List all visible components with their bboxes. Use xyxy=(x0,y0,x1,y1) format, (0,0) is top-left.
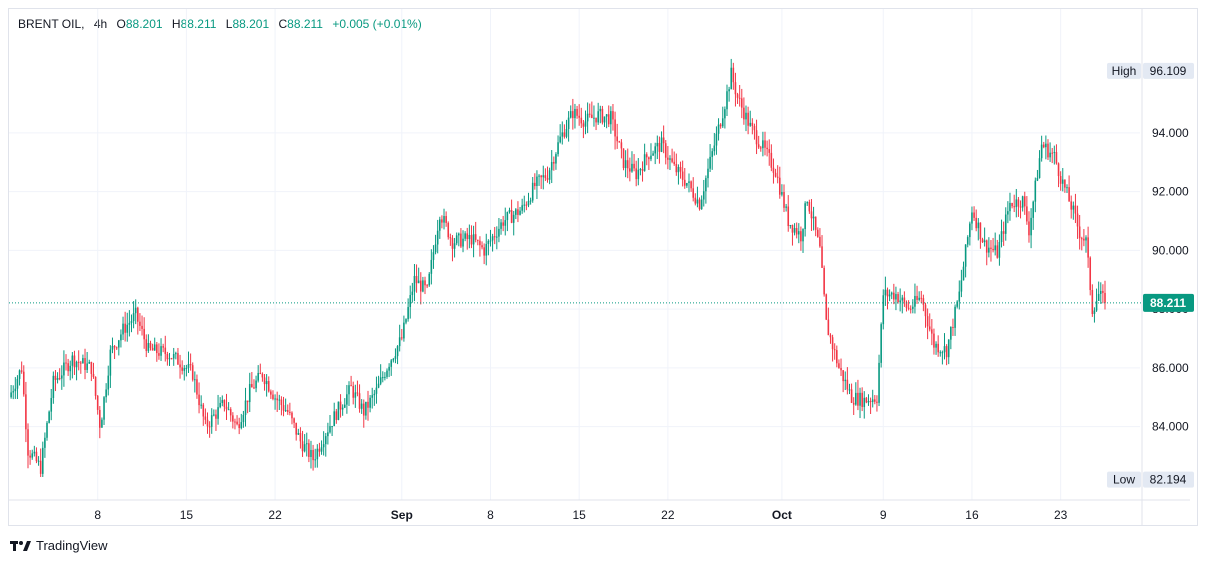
ohlc-legend: BRENT OIL, 4h O88.201 H88.211 L88.201 C8… xyxy=(18,17,422,31)
tradingview-logo-icon xyxy=(10,540,31,551)
change-value: +0.005 (+0.01%) xyxy=(332,17,422,31)
low-value: 88.201 xyxy=(232,17,270,31)
high-label: H xyxy=(171,17,181,31)
chart-frame xyxy=(8,8,1198,526)
brand-name: TradingView xyxy=(36,538,108,553)
symbol-name[interactable]: BRENT OIL xyxy=(18,17,82,31)
close-label: C xyxy=(278,17,288,31)
close-value: 88.211 xyxy=(287,17,323,31)
low-label: L xyxy=(225,17,233,31)
open-label: O xyxy=(116,17,126,31)
interval-label[interactable]: 4h xyxy=(93,17,108,31)
high-value: 88.211 xyxy=(180,17,217,31)
open-value: 88.201 xyxy=(125,17,163,31)
tradingview-brand[interactable]: TradingView xyxy=(10,538,108,553)
